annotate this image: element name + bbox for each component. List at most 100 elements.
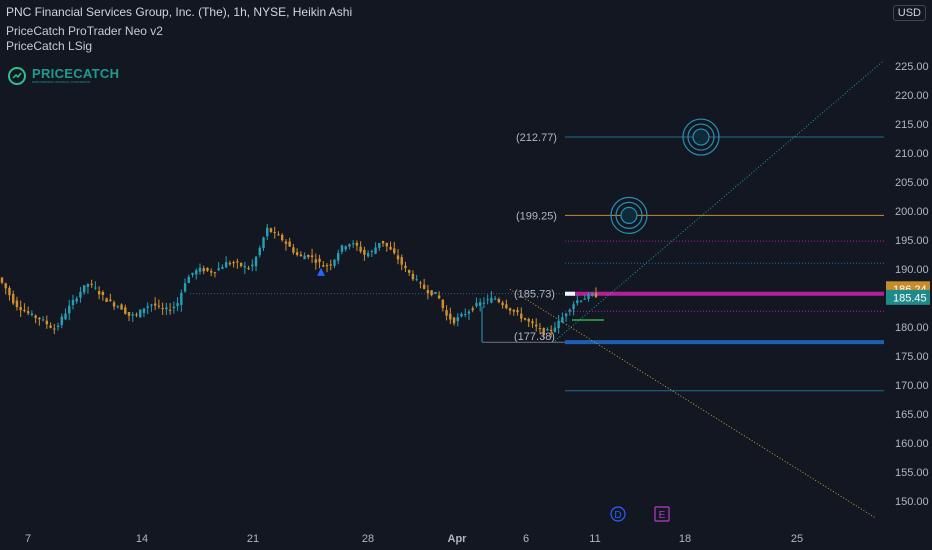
candle-body[interactable]	[199, 268, 201, 272]
candle-body[interactable]	[236, 261, 238, 262]
candle-body[interactable]	[255, 257, 257, 266]
candle-body[interactable]	[356, 243, 358, 246]
candle-body[interactable]	[453, 318, 455, 324]
candle-body[interactable]	[472, 308, 474, 310]
candle-body[interactable]	[68, 306, 70, 314]
candle-body[interactable]	[19, 307, 21, 310]
candle-body[interactable]	[367, 253, 369, 256]
candle-body[interactable]	[352, 243, 354, 244]
candle-body[interactable]	[300, 255, 302, 256]
candle-body[interactable]	[288, 242, 290, 247]
price-axis[interactable]: 150.00 155.00 160.00 165.00 170.00 175.00 180.…	[884, 0, 932, 530]
candle-body[interactable]	[285, 241, 287, 243]
candle-body[interactable]	[161, 308, 163, 309]
candle-body[interactable]	[415, 279, 417, 280]
candle-body[interactable]	[173, 307, 175, 308]
candle-body[interactable]	[57, 326, 59, 327]
candle-body[interactable]	[513, 310, 515, 312]
candle-body[interactable]	[191, 273, 193, 275]
candle-body[interactable]	[128, 312, 130, 316]
candle-body[interactable]	[326, 265, 328, 266]
candle-body[interactable]	[23, 310, 25, 311]
candle-body[interactable]	[576, 300, 578, 303]
candle-body[interactable]	[318, 259, 320, 262]
candle-body[interactable]	[344, 246, 346, 249]
candle-body[interactable]	[315, 259, 317, 262]
candle-body[interactable]	[494, 299, 496, 300]
candle-body[interactable]	[169, 310, 171, 311]
candle-body[interactable]	[557, 321, 559, 328]
candle-body[interactable]	[274, 232, 276, 233]
candle-body[interactable]	[16, 301, 18, 307]
candle-body[interactable]	[158, 306, 160, 307]
candle-body[interactable]	[397, 255, 399, 259]
candle-body[interactable]	[535, 325, 537, 327]
candle-body[interactable]	[374, 248, 376, 254]
candle-body[interactable]	[524, 318, 526, 320]
candle-body[interactable]	[337, 253, 339, 261]
candle-body[interactable]	[262, 237, 264, 248]
candle-body[interactable]	[64, 314, 66, 320]
candle-body[interactable]	[438, 296, 440, 299]
candle-body[interactable]	[363, 250, 365, 255]
candle-body[interactable]	[244, 266, 246, 267]
candle-body[interactable]	[539, 328, 541, 329]
candle-body[interactable]	[591, 294, 593, 296]
candle-body[interactable]	[419, 283, 421, 284]
candle-body[interactable]	[270, 228, 272, 232]
candle-body[interactable]	[393, 248, 395, 253]
candle-body[interactable]	[531, 321, 533, 323]
candle-body[interactable]	[83, 285, 85, 292]
candle-body[interactable]	[516, 310, 518, 312]
candle-body[interactable]	[225, 262, 227, 267]
candle-body[interactable]	[341, 245, 343, 251]
candle-body[interactable]	[412, 274, 414, 279]
candle-body[interactable]	[401, 257, 403, 264]
candle-body[interactable]	[221, 267, 223, 269]
candle-body[interactable]	[486, 299, 488, 300]
candle-body[interactable]	[505, 304, 507, 308]
candle-body[interactable]	[330, 264, 332, 265]
candle-body[interactable]	[479, 302, 481, 306]
candle-body[interactable]	[587, 295, 589, 300]
candle-body[interactable]	[386, 243, 388, 246]
candle-body[interactable]	[449, 314, 451, 320]
candle-body[interactable]	[150, 305, 152, 306]
candle-body[interactable]	[259, 248, 261, 255]
candle-body[interactable]	[404, 266, 406, 268]
candle-body[interactable]	[501, 303, 503, 306]
candle-body[interactable]	[46, 321, 48, 325]
candle-body[interactable]	[569, 310, 571, 312]
candle-body[interactable]	[214, 272, 216, 273]
candle-body[interactable]	[109, 300, 111, 301]
candle-body[interactable]	[382, 241, 384, 243]
candle-body[interactable]	[307, 255, 309, 257]
candle-body[interactable]	[359, 247, 361, 252]
indicator-label-neo[interactable]: PriceCatch ProTrader Neo v2	[6, 24, 163, 38]
candle-body[interactable]	[188, 277, 190, 283]
candle-body[interactable]	[27, 311, 29, 313]
candle-body[interactable]	[8, 288, 10, 295]
candle-body[interactable]	[210, 271, 212, 272]
candle-body[interactable]	[217, 268, 219, 270]
candle-body[interactable]	[281, 235, 283, 240]
candle-body[interactable]	[102, 292, 104, 295]
candle-body[interactable]	[408, 270, 410, 273]
candle-body[interactable]	[333, 260, 335, 266]
candle-body[interactable]	[203, 268, 205, 271]
candle-body[interactable]	[490, 298, 492, 303]
candle-body[interactable]	[184, 283, 186, 291]
candle-body[interactable]	[580, 301, 582, 302]
candle-body[interactable]	[76, 299, 78, 302]
candle-body[interactable]	[105, 298, 107, 302]
candle-body[interactable]	[595, 293, 597, 297]
candle-body[interactable]	[584, 299, 586, 300]
candle-body[interactable]	[195, 270, 197, 274]
candle-body[interactable]	[232, 262, 234, 263]
candle-body[interactable]	[124, 307, 126, 313]
candle-body[interactable]	[565, 314, 567, 317]
candle-body[interactable]	[266, 228, 268, 237]
candle-body[interactable]	[90, 284, 92, 285]
candle-body[interactable]	[139, 310, 141, 318]
